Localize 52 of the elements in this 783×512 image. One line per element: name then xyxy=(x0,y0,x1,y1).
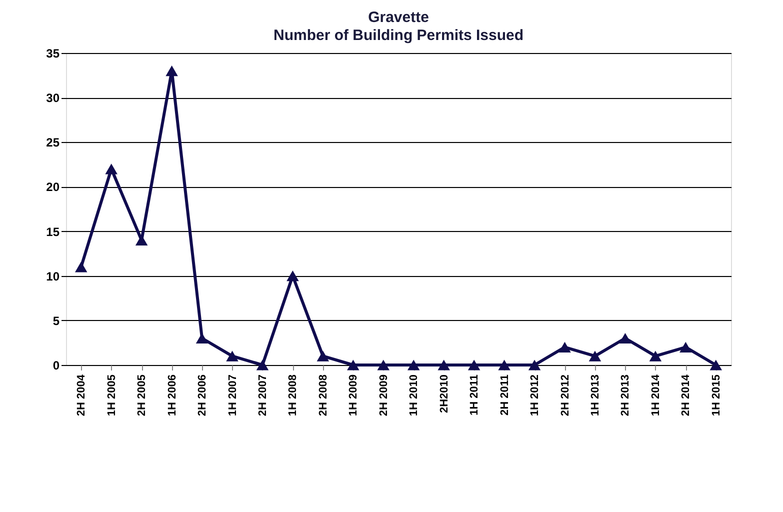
y-tick-label: 20 xyxy=(46,180,60,194)
x-tick-label: 1H 2014 xyxy=(650,374,662,416)
x-tick-label: 1H 2013 xyxy=(589,374,602,416)
x-tick-label: 1H 2015 xyxy=(710,374,722,416)
x-tick-label: 2H 2006 xyxy=(196,374,209,416)
chart-subtitle: Number of Building Permits Issued xyxy=(273,27,524,44)
x-tick-label: 1H 2012 xyxy=(529,374,542,416)
point xyxy=(105,164,118,174)
point xyxy=(558,342,571,352)
point xyxy=(498,360,510,370)
point xyxy=(649,350,662,362)
x-tick-label: 2H 2007 xyxy=(256,374,269,416)
point xyxy=(619,332,632,344)
point xyxy=(528,360,541,370)
x-tick-label: 1H 2005 xyxy=(106,374,118,416)
y-tick-label: 0 xyxy=(52,358,60,372)
point xyxy=(407,360,420,370)
x-tick-label: 2H 2011 xyxy=(498,374,511,416)
point xyxy=(74,262,88,272)
point xyxy=(347,360,360,370)
x-tick-label: 1H 2008 xyxy=(287,374,300,416)
chart-title: Gravette xyxy=(368,9,429,26)
x-tick-label: 1H 2007 xyxy=(226,374,239,416)
point xyxy=(166,66,178,76)
point xyxy=(316,350,330,362)
y-tick-label: 10 xyxy=(46,269,60,284)
point xyxy=(588,350,602,362)
x-tick-label: 1H 2009 xyxy=(348,374,360,416)
y-tick-label: 25 xyxy=(46,136,60,150)
x-tick-label: 2H 2004 xyxy=(76,374,88,416)
point xyxy=(226,350,238,362)
point xyxy=(710,360,722,370)
x-tick-label: 1H 2011 xyxy=(468,374,481,416)
point xyxy=(256,360,269,370)
x-tick-label: 2H 2012 xyxy=(559,374,572,416)
y-tick-label: 30 xyxy=(46,91,60,106)
point xyxy=(286,270,299,282)
point xyxy=(468,360,480,370)
x-tick-label: 2H 2014 xyxy=(680,374,692,416)
x-tick-label: 2H 2009 xyxy=(378,374,390,416)
x-tick-label: 2H 2008 xyxy=(317,374,330,416)
point xyxy=(680,342,692,352)
x-tick-label: 2H 2013 xyxy=(620,374,632,416)
x-tick-label: 2H 2005 xyxy=(136,374,148,416)
point xyxy=(377,360,390,370)
x-tick-label: 1H 2010 xyxy=(408,374,420,416)
point xyxy=(438,360,450,370)
y-tick-label: 5 xyxy=(52,314,60,328)
y-tick-label: 35 xyxy=(46,46,60,60)
x-tick-label: 2H2010 xyxy=(438,374,450,414)
x-tick-label: 1H 2006 xyxy=(166,374,178,416)
y-tick-label: 15 xyxy=(46,224,60,239)
